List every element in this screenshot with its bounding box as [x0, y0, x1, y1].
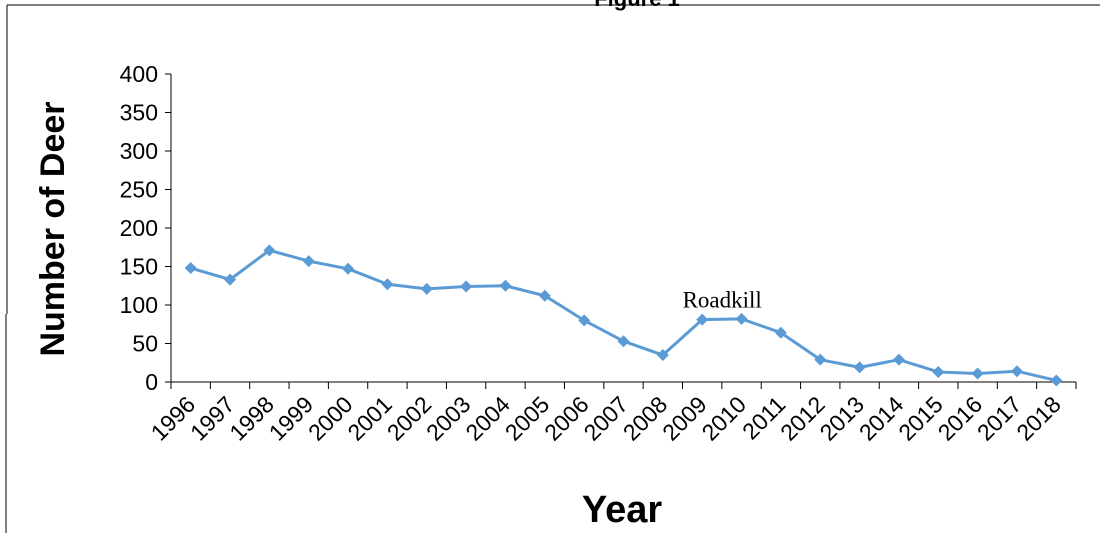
y-tick-label: 150 [120, 254, 158, 280]
x-tick-label: 2011 [737, 391, 790, 444]
y-tick-label: 350 [120, 100, 158, 126]
y-tick-labels: 0 50 100 150 200 250 300 350 400 [120, 61, 158, 395]
x-tick-label: 2018 [1011, 391, 1066, 446]
x-tick-label: 2015 [893, 391, 948, 446]
data-point [342, 262, 355, 275]
data-point [814, 353, 827, 366]
data-point [1050, 374, 1063, 387]
y-tick-label: 400 [120, 61, 158, 87]
data-point [420, 282, 433, 295]
data-point [538, 289, 551, 302]
x-tick-label: 1999 [264, 391, 319, 446]
x-tick-label: 2006 [539, 391, 594, 446]
y-tick-label: 200 [120, 215, 158, 241]
series-group [184, 244, 1063, 387]
x-tick-label: 1997 [185, 391, 240, 446]
data-point [971, 367, 984, 380]
y-axis-label: Number of Deer [34, 101, 72, 356]
axes [165, 73, 1077, 389]
x-tick-label: 2007 [578, 391, 633, 446]
data-point [224, 273, 237, 286]
x-tick-label: 2012 [775, 391, 830, 446]
x-tick-label: 2005 [500, 391, 555, 446]
y-tick-label: 50 [132, 331, 158, 357]
y-tick-label: 250 [120, 177, 158, 203]
x-tick-label: 2002 [382, 391, 437, 446]
y-tick-label: 0 [145, 369, 158, 395]
data-point [578, 314, 591, 327]
x-tick-label: 2000 [303, 391, 358, 446]
series-line [190, 248, 1057, 382]
data-point [617, 335, 630, 348]
annotation-label: Roadkill [683, 288, 762, 313]
x-tick-label: 2009 [657, 391, 712, 446]
data-point [853, 361, 866, 374]
chart-title: Figure 1 [594, 0, 680, 11]
data-point [184, 262, 197, 275]
data-point [263, 244, 276, 257]
data-point [302, 255, 315, 268]
data-point [381, 278, 394, 291]
x-tick-labels: 1996199719981999200020012002200320042005… [146, 391, 1066, 446]
data-point [656, 349, 669, 362]
x-tick-label: 1998 [224, 391, 279, 446]
data-point [892, 353, 905, 366]
x-tick-label: 2016 [933, 391, 988, 446]
x-tick-label: 2003 [421, 391, 476, 446]
x-tick-label: 2001 [342, 391, 397, 446]
y-tick-label: 300 [120, 138, 158, 164]
x-tick-label: 2008 [618, 391, 673, 446]
x-tick-label: 1996 [146, 391, 201, 446]
x-tick-label: 2010 [697, 391, 752, 446]
x-tick-label: 2014 [854, 391, 909, 446]
x-axis-label: Year [582, 489, 663, 531]
data-point [499, 279, 512, 292]
data-point [696, 313, 709, 326]
x-tick-label: 2013 [815, 391, 870, 446]
data-point [1010, 365, 1023, 378]
data-point [735, 312, 748, 325]
x-tick-label: 2004 [460, 391, 515, 446]
data-point [460, 280, 473, 293]
data-point [774, 326, 787, 339]
data-point [932, 365, 945, 378]
x-tick-label: 2017 [972, 391, 1027, 446]
annotations: Roadkill [683, 288, 762, 313]
y-tick-label: 100 [120, 292, 158, 318]
